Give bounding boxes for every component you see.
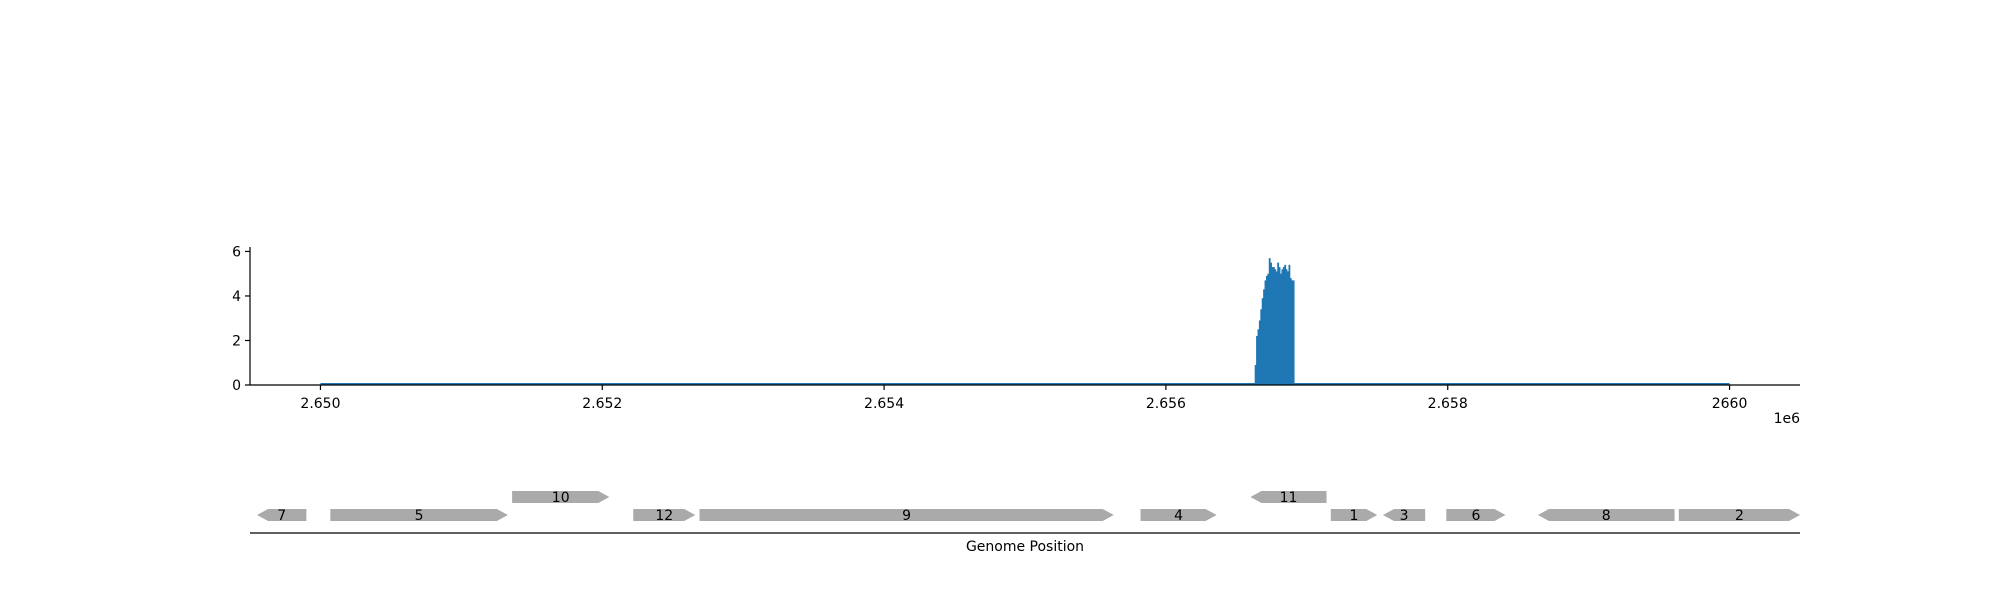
gene-label: 5 bbox=[415, 508, 424, 524]
gene-arrow bbox=[1140, 509, 1217, 521]
coverage-bar bbox=[1264, 280, 1267, 385]
coverage-bar bbox=[1278, 267, 1281, 385]
gene-arrow bbox=[330, 509, 508, 521]
gene-arrow bbox=[1537, 509, 1675, 521]
x-axis-ticks: 2.650 2.652 2.654 2.656 2.658 2660 bbox=[300, 385, 1747, 412]
coverage-bar bbox=[1271, 267, 1274, 385]
gene-arrow bbox=[1382, 509, 1426, 521]
x-tick-label: 2660 bbox=[1712, 396, 1748, 412]
gene-arrow bbox=[512, 491, 610, 503]
coverage-bar bbox=[1263, 289, 1265, 385]
gene-label: 1 bbox=[1350, 508, 1359, 524]
coverage-bar bbox=[1289, 278, 1292, 385]
coverage-bar bbox=[1267, 273, 1270, 385]
gene-label: 8 bbox=[1602, 508, 1611, 524]
coverage-bar bbox=[1274, 269, 1277, 385]
coverage-bar bbox=[1256, 336, 1258, 385]
coverage-bar bbox=[1281, 269, 1284, 385]
coverage-bar bbox=[1261, 298, 1264, 385]
coverage-bar bbox=[1258, 320, 1261, 385]
coverage-bar bbox=[1268, 258, 1271, 385]
x-axis-offset-label: 1e6 bbox=[1774, 411, 1801, 427]
gene-arrow bbox=[633, 509, 696, 521]
y-tick-label: 2 bbox=[232, 333, 241, 349]
coverage-bar bbox=[1292, 280, 1295, 385]
gene-label: 6 bbox=[1471, 508, 1480, 524]
gene-label: 2 bbox=[1735, 508, 1744, 524]
coverage-bar bbox=[1260, 309, 1263, 385]
x-tick-label: 2.652 bbox=[582, 396, 622, 412]
coverage-bar bbox=[1282, 267, 1285, 385]
gene-arrow bbox=[699, 509, 1114, 521]
gene-arrow bbox=[1446, 509, 1506, 521]
gene-label: 10 bbox=[552, 490, 570, 506]
gene-track-x-label: Genome Position bbox=[966, 539, 1084, 555]
coverage-bar bbox=[1288, 264, 1291, 385]
coverage-bar bbox=[1287, 271, 1289, 385]
gene-label: 3 bbox=[1400, 508, 1409, 524]
coverage-bar bbox=[1273, 267, 1275, 385]
y-axis-ticks: 0 2 4 6 bbox=[232, 244, 250, 394]
x-tick-label: 2.656 bbox=[1146, 396, 1186, 412]
gene-label: 4 bbox=[1174, 508, 1183, 524]
gene-arrow bbox=[1250, 491, 1327, 503]
coverage-bar bbox=[1284, 264, 1287, 385]
coverage-bar bbox=[1254, 364, 1257, 385]
gene-label: 11 bbox=[1280, 490, 1298, 506]
gene-label: 12 bbox=[655, 508, 673, 524]
x-tick-label: 2.650 bbox=[300, 396, 340, 412]
gene-label: 7 bbox=[277, 508, 286, 524]
gene-label: 9 bbox=[902, 508, 911, 524]
coverage-bar bbox=[1270, 262, 1272, 385]
coverage-bar bbox=[1275, 271, 1278, 385]
coverage-bar bbox=[1277, 262, 1280, 385]
coverage-bar bbox=[1280, 273, 1282, 385]
coverage-bar bbox=[1257, 329, 1260, 385]
y-tick-label: 0 bbox=[232, 378, 241, 394]
coverage-bar bbox=[1285, 269, 1288, 385]
gene-arrow bbox=[1678, 509, 1800, 521]
coverage-bar bbox=[1265, 275, 1268, 385]
x-tick-label: 2.654 bbox=[864, 396, 904, 412]
coverage-series bbox=[1254, 258, 1295, 385]
coverage-bar bbox=[1291, 280, 1294, 385]
gene-arrow bbox=[257, 509, 307, 521]
y-tick-label: 6 bbox=[232, 244, 241, 260]
x-tick-label: 2.658 bbox=[1428, 396, 1468, 412]
coverage-plot: 0 2 4 6 2.650 2.652 2.654 2.656 2.658 2660 1e6 bbox=[232, 244, 1800, 427]
gene-arrow bbox=[1330, 509, 1378, 521]
y-tick-label: 4 bbox=[232, 289, 241, 305]
